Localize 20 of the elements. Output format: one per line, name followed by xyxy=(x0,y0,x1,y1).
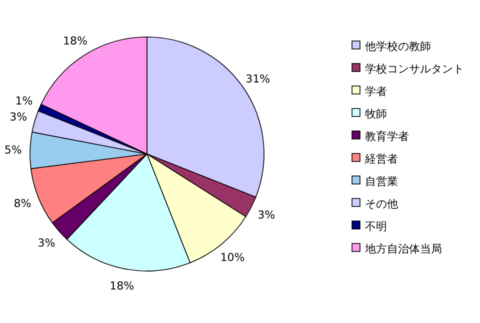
data-label: 1% xyxy=(15,94,33,108)
data-label: 3% xyxy=(258,208,276,222)
data-label: 8% xyxy=(14,197,32,210)
legend-label: 他学校の教師 xyxy=(365,40,431,53)
legend-label: 牧師 xyxy=(365,107,387,120)
legend-label: 教育学者 xyxy=(365,130,409,143)
data-label: 18% xyxy=(62,34,88,48)
legend-label: 学校コンサルタント xyxy=(365,62,464,76)
data-label: 18% xyxy=(110,279,134,292)
legend-label: 経営者 xyxy=(364,152,398,166)
legend-label: 不明 xyxy=(365,220,387,233)
data-label: 10% xyxy=(220,251,245,264)
data-label: 3% xyxy=(38,236,56,250)
data-label: 5% xyxy=(4,144,22,157)
legend-label: 地方自治体当局 xyxy=(364,242,442,256)
data-label: 31% xyxy=(246,72,270,86)
data-label: 3% xyxy=(10,110,28,124)
legend-label: 学者 xyxy=(365,84,387,98)
legend-label: その他 xyxy=(365,197,398,210)
legend-label: 自営業 xyxy=(365,174,398,188)
